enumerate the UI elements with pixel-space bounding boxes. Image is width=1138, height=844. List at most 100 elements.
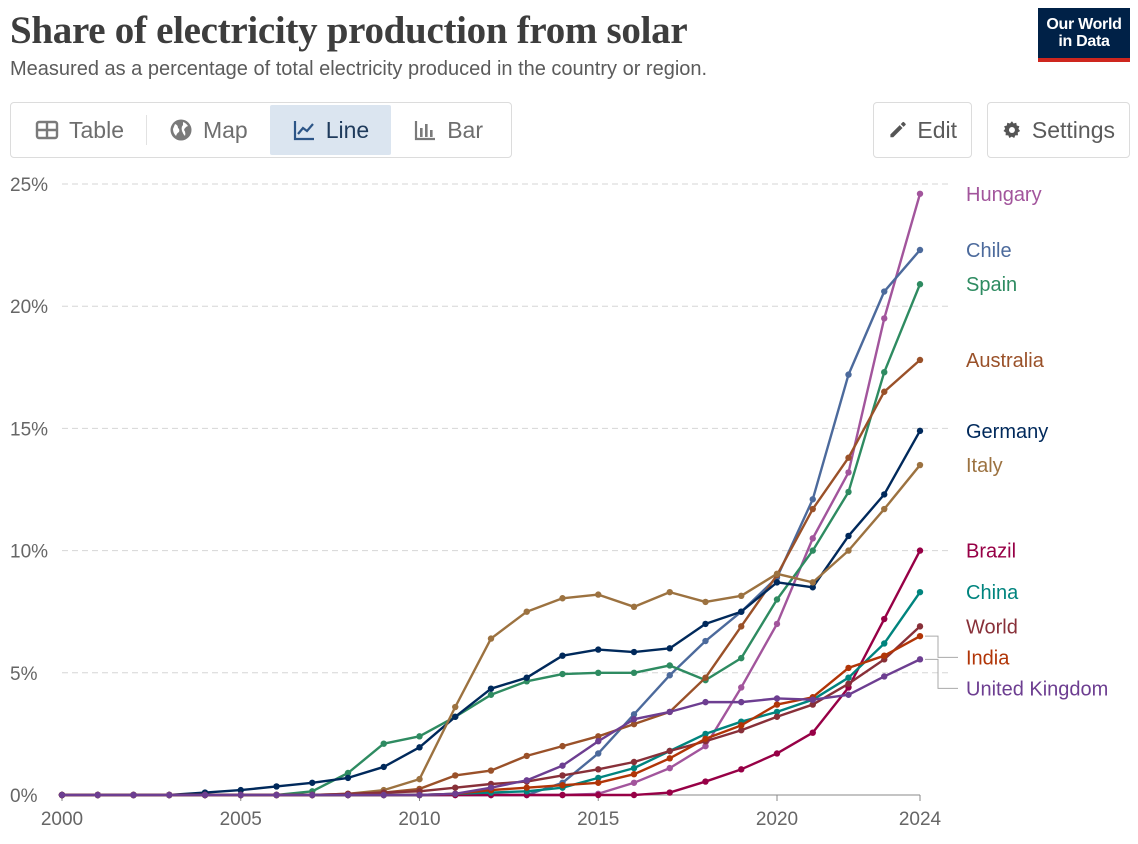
data-point: [666, 645, 673, 652]
owid-logo[interactable]: Our World in Data: [1038, 8, 1130, 62]
line-chart-icon: [293, 121, 314, 141]
data-point: [845, 488, 852, 496]
data-point: [452, 790, 459, 797]
data-point: [416, 733, 423, 740]
data-point: [773, 620, 781, 628]
data-point: [702, 778, 709, 785]
edit-button[interactable]: Edit: [873, 102, 972, 158]
data-point: [237, 786, 244, 794]
series-line: [62, 193, 922, 797]
series-line: [62, 430, 922, 797]
data-point: [666, 672, 673, 679]
data-point: [845, 469, 852, 476]
data-point: [630, 669, 638, 676]
tab-bar[interactable]: Bar: [391, 105, 505, 155]
data-point: [94, 791, 101, 799]
data-point: [595, 591, 602, 598]
tab-map[interactable]: Map: [147, 105, 270, 155]
data-point: [845, 371, 852, 378]
data-point: [595, 750, 602, 757]
data-point: [487, 691, 495, 698]
series-label: Brazil: [966, 541, 1016, 563]
data-point: [845, 454, 852, 461]
data-point: [452, 703, 459, 711]
data-point: [738, 698, 745, 706]
data-point: [702, 735, 709, 742]
gear-icon: [1003, 121, 1021, 138]
y-tick-label: 0%: [10, 786, 38, 807]
series-label: India: [966, 647, 1010, 669]
data-point: [916, 427, 924, 435]
data-point: [595, 766, 602, 773]
data-point: [380, 740, 387, 747]
data-point: [416, 791, 423, 799]
data-point: [595, 791, 602, 799]
data-point: [595, 738, 602, 745]
data-point: [559, 742, 566, 750]
data-point: [559, 782, 566, 789]
tab-table[interactable]: Table: [13, 105, 146, 155]
data-point: [702, 620, 709, 628]
data-point: [523, 784, 530, 791]
data-point: [130, 791, 137, 799]
data-point: [666, 789, 673, 796]
tab-map-label: Map: [202, 116, 248, 143]
data-point: [916, 246, 924, 254]
data-point: [738, 592, 745, 600]
data-point: [452, 772, 459, 779]
data-point: [845, 680, 852, 687]
data-point: [881, 652, 888, 659]
x-tick-label: 2020: [756, 809, 798, 830]
data-point: [809, 696, 816, 703]
data-point: [702, 730, 709, 738]
data-point: [845, 532, 852, 540]
data-point: [738, 727, 745, 734]
data-point: [773, 713, 781, 720]
data-point: [452, 713, 459, 720]
data-point: [559, 762, 566, 769]
y-tick-label: 20%: [10, 297, 48, 318]
data-point: [559, 791, 566, 799]
data-point: [523, 777, 530, 784]
data-point: [702, 674, 709, 681]
series-label: Australia: [966, 350, 1045, 372]
data-point: [738, 766, 745, 773]
data-point: [595, 779, 602, 786]
data-point: [773, 579, 781, 586]
data-point: [523, 608, 530, 615]
data-point: [666, 764, 673, 772]
data-point: [666, 747, 673, 755]
data-point: [773, 701, 781, 708]
data-point: [309, 791, 316, 799]
data-point: [559, 670, 566, 678]
data-point: [916, 190, 924, 197]
bar-chart-icon: [415, 121, 436, 141]
x-tick-label: 2015: [577, 809, 619, 830]
data-point: [809, 505, 816, 513]
data-point: [630, 764, 638, 772]
tab-line[interactable]: Line: [269, 105, 392, 155]
data-point: [487, 635, 495, 642]
data-point: [738, 608, 745, 615]
data-point: [666, 755, 673, 762]
label-connector: [925, 658, 958, 689]
data-point: [738, 623, 745, 630]
series-label: World: [966, 616, 1018, 638]
data-point: [273, 791, 280, 799]
data-point: [881, 640, 888, 647]
settings-label: Settings: [1031, 116, 1115, 143]
data-point: [630, 758, 638, 766]
tab-line-label: Line: [325, 116, 370, 143]
series-label: China: [966, 582, 1019, 604]
pencil-icon: [890, 121, 906, 138]
tab-bar-label: Bar: [447, 116, 484, 143]
data-point: [738, 684, 745, 691]
data-point: [380, 763, 387, 771]
series-label: Germany: [966, 421, 1048, 443]
data-point: [702, 698, 709, 706]
data-point: [773, 596, 781, 603]
data-point: [845, 691, 852, 698]
settings-button[interactable]: Settings: [987, 102, 1130, 158]
data-point: [916, 461, 924, 469]
series-line: [62, 283, 922, 797]
